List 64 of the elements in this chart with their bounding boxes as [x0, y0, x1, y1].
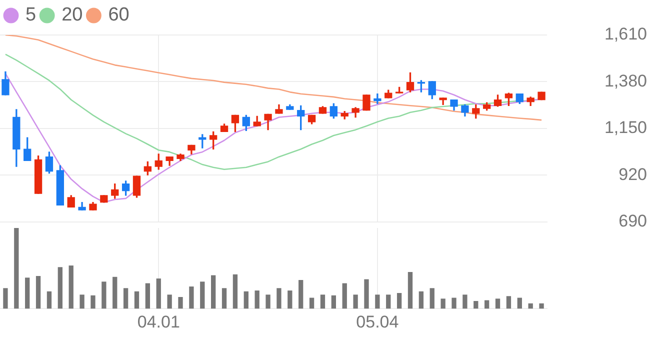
bar: [189, 286, 194, 309]
bar: [309, 298, 314, 309]
bar: [123, 288, 128, 309]
bar: [58, 267, 62, 309]
bar: [353, 294, 358, 309]
bar: [408, 272, 413, 309]
candlestick: [100, 195, 108, 203]
bar: [386, 294, 391, 309]
bar: [331, 295, 336, 309]
y-tick-label: 1,150: [604, 118, 647, 138]
bar: [320, 294, 326, 309]
bar: [418, 291, 424, 309]
bar: [167, 294, 172, 309]
bar: [222, 288, 227, 309]
bar: [211, 275, 216, 309]
bar: [430, 288, 434, 309]
bar: [254, 290, 260, 309]
bar: [528, 303, 533, 309]
candlestick: [538, 92, 546, 100]
candlestick: [362, 94, 370, 111]
bar: [266, 294, 270, 309]
bar: [102, 282, 106, 309]
bar: [506, 296, 512, 309]
y-tick-label: 1,380: [604, 71, 647, 90]
bar: [25, 278, 30, 309]
bar: [495, 298, 500, 309]
bar: [112, 276, 118, 309]
candlestick: [395, 86, 404, 94]
x-tick-label: 04.01: [137, 312, 180, 332]
bar: [342, 283, 347, 309]
bar: [517, 298, 522, 309]
bar: [46, 291, 52, 309]
bar: [244, 291, 248, 309]
y-tick-label: 920: [618, 164, 647, 184]
bar: [36, 276, 41, 309]
bar: [3, 288, 8, 309]
bar: [288, 290, 292, 309]
bar: [90, 295, 96, 309]
bar: [396, 292, 402, 309]
legend-label: 60: [108, 4, 130, 26]
bar: [440, 298, 446, 309]
bar: [298, 280, 304, 309]
bar: [484, 300, 490, 309]
bar: [156, 278, 161, 309]
y-tick-label: 690: [618, 211, 647, 230]
bar: [232, 274, 238, 309]
bar: [462, 294, 468, 309]
bar: [452, 298, 456, 309]
x-tick-label: 05.04: [356, 312, 399, 332]
bar: [375, 294, 380, 309]
bar: [364, 279, 369, 309]
bar: [80, 294, 84, 309]
bar: [178, 296, 183, 309]
bar: [68, 266, 74, 309]
bar: [145, 283, 150, 309]
bar: [276, 288, 282, 309]
legend-label: 20: [62, 4, 83, 26]
bar: [474, 301, 478, 309]
bar: [200, 282, 205, 309]
bar: [134, 291, 140, 309]
bar: [14, 228, 19, 309]
legend-label: 5: [26, 4, 36, 26]
bar: [539, 303, 544, 309]
y-tick-label: 1,610: [604, 24, 647, 44]
